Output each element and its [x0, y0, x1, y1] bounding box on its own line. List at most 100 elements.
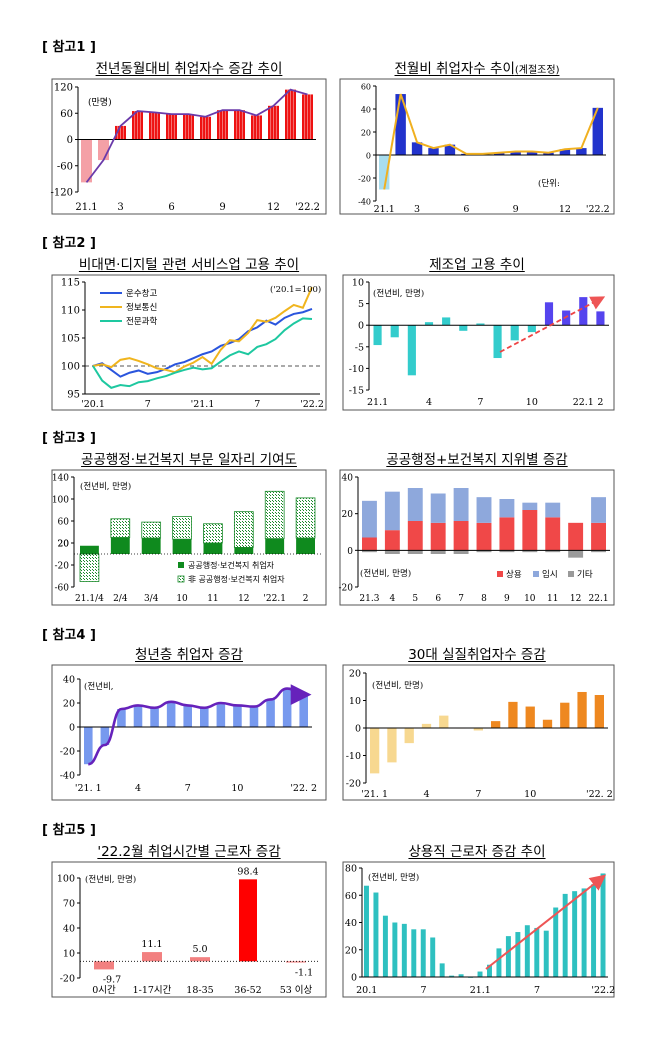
- chart8-ytick-label: -10: [346, 751, 361, 762]
- chart6-bar-temporary: [545, 502, 561, 518]
- chart6-bar-temporary: [591, 497, 606, 523]
- chart6-bar-other: [362, 550, 377, 553]
- chart2-bar: [526, 151, 538, 155]
- chart6-bar-other: [499, 550, 515, 553]
- chart10-ytick-label: 0: [351, 973, 357, 984]
- chart3-ytick-label: 105: [61, 334, 80, 345]
- chart6-bar-regular: [453, 521, 469, 551]
- chart2-bar: [379, 155, 390, 190]
- chart6-bar-regular: [430, 522, 446, 551]
- chart4-ytick-label: -5: [355, 342, 364, 353]
- chart6-bar-other: [430, 550, 446, 554]
- chart7-frame: [51, 664, 327, 801]
- chart8-bar: [508, 701, 518, 728]
- chart4-bar: [493, 325, 502, 359]
- chart-title-2-text: 전월비 취업자수 추이: [394, 61, 515, 77]
- chart8-bar: [577, 691, 587, 728]
- chart4-xtick-label: 4: [426, 397, 432, 408]
- chart2-bar: [395, 94, 406, 155]
- chart8-bar: [542, 719, 553, 728]
- section-label-2: [ 참고2 ]: [42, 236, 96, 251]
- chart4-xtick-label: 21.1: [367, 397, 388, 408]
- chart2-ytick-label: 40: [361, 106, 371, 115]
- section-label-4: [ 참고4 ]: [42, 628, 96, 643]
- chart4-bar: [459, 325, 468, 331]
- chart9-xtick-label: 36-52: [234, 985, 261, 996]
- chart10-bar: [553, 907, 559, 977]
- chart5-xtick-label: 11: [207, 594, 218, 604]
- chart10-xtick-label: '22.2: [591, 985, 615, 996]
- chart10-bar: [496, 948, 502, 977]
- chart4-bar: [390, 325, 399, 338]
- chart6-xtick-label: 12: [570, 594, 581, 604]
- chart8-bar: [387, 728, 397, 763]
- chart6-bar-other: [407, 550, 423, 554]
- chart7-bar: [166, 701, 176, 727]
- chart5-bar-nonpublic: [172, 516, 192, 540]
- chart7-xtick-label: 4: [135, 783, 141, 794]
- chart3-ytick-label: 95: [67, 390, 80, 401]
- chart6-legend-swatch: [533, 571, 539, 577]
- chart6-xtick-label: 5: [412, 594, 418, 604]
- chart4-bar: [596, 311, 605, 326]
- chart10-bar: [572, 891, 578, 977]
- chart7-bar: [266, 699, 275, 727]
- chart4-bar: [407, 325, 416, 376]
- chart10-bar: [430, 937, 436, 977]
- chart9-xtick-label: 18-35: [186, 985, 213, 996]
- chart4-xtick-label: 10: [526, 397, 538, 408]
- chart-title-1: 전년동월대비 취업자수 증감 추이: [95, 61, 283, 77]
- chart7-ytick-label: 0: [69, 723, 75, 734]
- chart4-xtick-label: 22.1: [573, 397, 594, 408]
- chart2-bar: [543, 152, 554, 155]
- chart6-bar-other: [568, 550, 584, 558]
- chart-title-6: 공공행정+보건복지 지위별 증감: [386, 452, 568, 468]
- chart10-bar: [373, 892, 379, 977]
- chart5-ytick-label-extra: 20: [58, 540, 70, 550]
- chart6-bar-temporary: [384, 491, 400, 531]
- chart1-ytick-label: -60: [57, 161, 73, 172]
- chart10-bar: [543, 930, 549, 977]
- chart4-unit-label: (전년비, 만명): [373, 288, 424, 299]
- chart10-bar: [449, 975, 455, 977]
- chart7-xtick-label: 7: [185, 783, 191, 794]
- chart-title-4: 제조업 고용 추이: [429, 257, 525, 273]
- chart10-bar: [392, 922, 398, 977]
- chart9-bar: [190, 957, 210, 962]
- chart6-bar-regular: [362, 537, 377, 551]
- chart9-ytick-label: 70: [63, 899, 75, 910]
- chart10-bar: [505, 936, 511, 977]
- chart8-bar: [560, 702, 570, 728]
- chart3-legend-label: 운수창고: [126, 289, 157, 299]
- chart6-xtick-label: 4: [389, 594, 395, 604]
- chart6-unit-label: (전년비, 만명): [360, 568, 411, 579]
- chart1-xtick-label: 9: [219, 202, 225, 213]
- chart3-legend-label: 정보통신: [126, 302, 157, 313]
- chart5-xtick-label: 21.1/4: [75, 594, 104, 604]
- chart6-bar-regular: [522, 510, 538, 551]
- chart9-data-label: 98.4: [237, 866, 258, 877]
- chart7-bar: [100, 727, 110, 745]
- chart7-bar: [150, 707, 159, 727]
- chart1-ytick-label: 0: [67, 135, 73, 146]
- chart3-ytick-label: 115: [61, 278, 80, 289]
- chart10-bar: [439, 963, 445, 977]
- chart3-series-line-1: [92, 307, 313, 378]
- chart5-xtick-label: 2: [303, 594, 309, 604]
- chart6-legend-label: 임시: [542, 569, 558, 580]
- chart1-xtick-label: 3: [117, 202, 123, 213]
- chart7-bar: [233, 705, 242, 727]
- chart1-ytick-label: -120: [51, 188, 73, 199]
- chart10-bar: [458, 974, 464, 977]
- chart10-xtick-label: 7: [420, 985, 426, 996]
- chart6-legend-swatch: [568, 571, 574, 577]
- chart6-bar-regular: [499, 517, 515, 551]
- chart9-data-label: -1.1: [295, 967, 313, 978]
- chart4-bar: [373, 325, 382, 346]
- chart9-data-label: -9.7: [103, 974, 121, 985]
- chart10-bar: [600, 873, 606, 977]
- chart2-bar: [576, 148, 587, 155]
- chart5-xtick-label: 3/4: [144, 594, 159, 604]
- chart8-xtick-label: '22. 2: [586, 789, 613, 800]
- chart6-bar-other: [453, 550, 469, 554]
